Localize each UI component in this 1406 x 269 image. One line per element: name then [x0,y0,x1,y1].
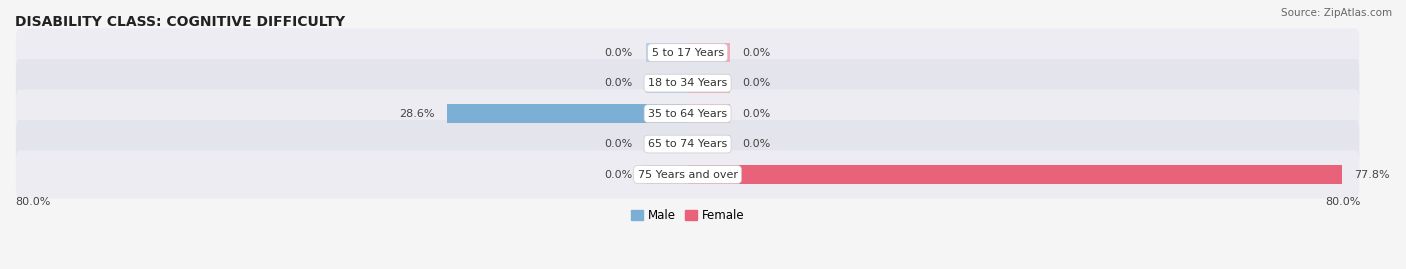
Bar [688,43,730,62]
Bar [688,134,730,154]
Text: 35 to 64 Years: 35 to 64 Years [648,109,727,119]
Bar [688,104,730,123]
Text: 80.0%: 80.0% [15,197,51,207]
Bar [645,74,688,93]
FancyBboxPatch shape [15,150,1360,199]
Text: 0.0%: 0.0% [742,139,770,149]
Bar [447,104,688,123]
Text: 80.0%: 80.0% [1324,197,1360,207]
Text: 75 Years and over: 75 Years and over [637,169,738,179]
FancyBboxPatch shape [15,120,1360,168]
Text: 5 to 17 Years: 5 to 17 Years [651,48,724,58]
Text: 0.0%: 0.0% [742,48,770,58]
Bar [645,43,688,62]
Bar [645,134,688,154]
Text: 0.0%: 0.0% [742,109,770,119]
FancyBboxPatch shape [15,29,1360,77]
Text: 77.8%: 77.8% [1354,169,1391,179]
Text: DISABILITY CLASS: COGNITIVE DIFFICULTY: DISABILITY CLASS: COGNITIVE DIFFICULTY [15,15,344,29]
Text: 0.0%: 0.0% [742,78,770,88]
FancyBboxPatch shape [15,90,1360,138]
Text: 18 to 34 Years: 18 to 34 Years [648,78,727,88]
Text: 28.6%: 28.6% [399,109,434,119]
Legend: Male, Female: Male, Female [631,209,744,222]
Text: 0.0%: 0.0% [605,48,633,58]
Bar [688,165,1341,184]
Text: 0.0%: 0.0% [605,139,633,149]
Text: 0.0%: 0.0% [605,169,633,179]
Text: 65 to 74 Years: 65 to 74 Years [648,139,727,149]
Bar [688,74,730,93]
Bar [645,165,688,184]
FancyBboxPatch shape [15,59,1360,107]
Text: 0.0%: 0.0% [605,78,633,88]
Text: Source: ZipAtlas.com: Source: ZipAtlas.com [1281,8,1392,18]
